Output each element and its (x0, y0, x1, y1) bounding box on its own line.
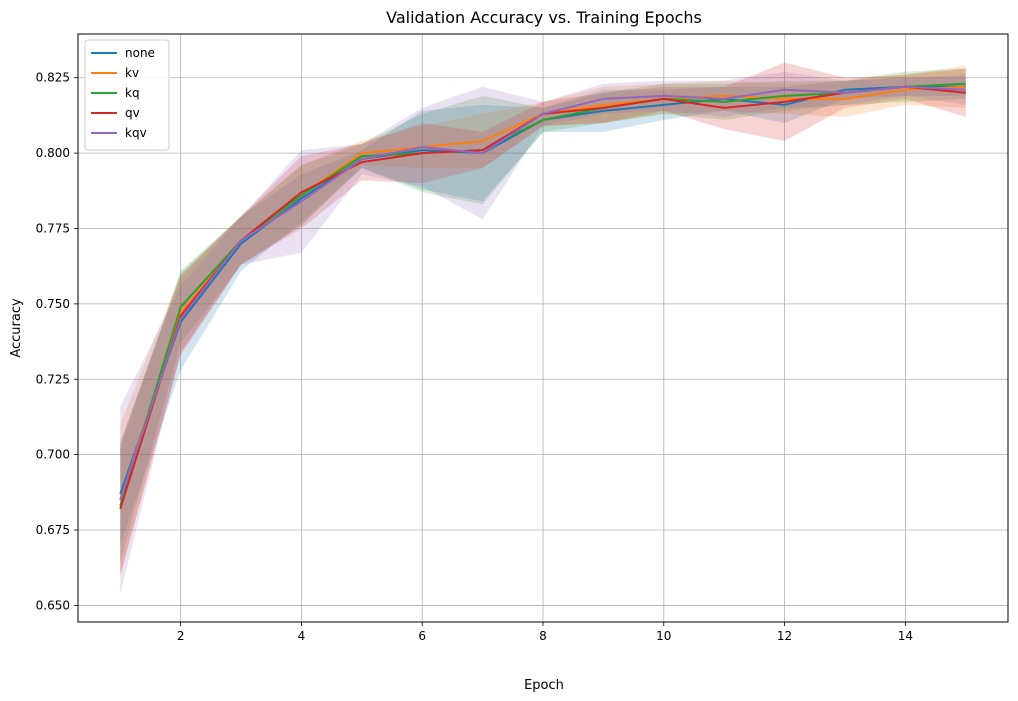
band-kqv (120, 71, 966, 594)
line-kqv (119, 85, 966, 501)
axis-ticks: 2 4 6 8 10 12 14 0.650 0.675 0.700 0.725 0.750 0.775… (36, 71, 913, 643)
legend-label-kv: kv (125, 66, 139, 80)
x-tick-label: 14 (898, 629, 913, 643)
legend-label-kqv: kqv (125, 126, 147, 140)
x-tick-label: 4 (298, 629, 306, 643)
y-tick-label: 0.825 (36, 71, 70, 85)
band-kv (120, 65, 966, 576)
x-tick-label: 8 (539, 629, 547, 643)
y-tick-label: 0.650 (36, 598, 70, 612)
y-tick-label: 0.775 (36, 221, 70, 235)
band-qv (120, 62, 966, 576)
y-axis-label: Accuracy (9, 298, 24, 358)
chart-title: Validation Accuracy vs. Training Epochs (386, 8, 702, 27)
legend: none kv kq qv kqv (84, 39, 170, 151)
y-tick-label: 0.800 (36, 146, 70, 160)
series-lines (119, 82, 966, 510)
band-kq (120, 68, 966, 564)
y-tick-label: 0.725 (36, 372, 70, 386)
x-tick-label: 6 (418, 629, 426, 643)
x-axis-label: Epoch (524, 678, 564, 693)
confidence-bands (120, 62, 966, 594)
x-tick-label: 12 (777, 629, 792, 643)
grid-layer (78, 34, 1008, 622)
y-tick-label: 0.750 (36, 297, 70, 311)
x-tick-label: 10 (656, 629, 671, 643)
legend-label-qv: qv (125, 106, 140, 120)
y-tick-label: 0.675 (36, 523, 70, 537)
y-tick-label: 0.700 (36, 448, 70, 462)
legend-label-none: none (125, 46, 155, 60)
legend-box (84, 39, 170, 151)
legend-label-kq: kq (125, 86, 140, 100)
x-tick-label: 2 (177, 629, 185, 643)
band-none (120, 77, 966, 546)
